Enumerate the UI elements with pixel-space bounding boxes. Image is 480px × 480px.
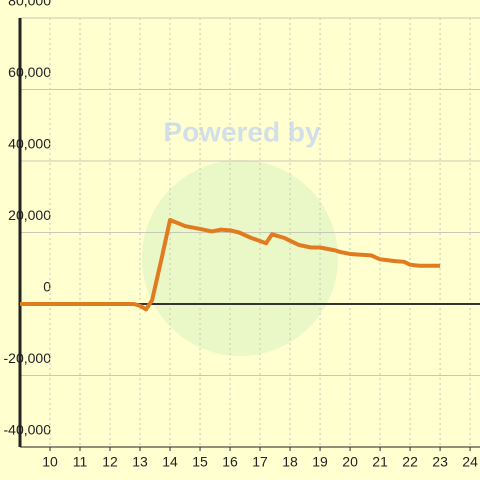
x-tick-label: 15 — [192, 454, 208, 470]
y-tick-label: 0 — [43, 279, 51, 295]
y-tick-label: 80,000 — [8, 0, 51, 9]
y-tick-label: 40,000 — [8, 136, 51, 152]
x-tick-label: 14 — [162, 454, 178, 470]
x-tick-label: 12 — [102, 454, 118, 470]
x-tick-label: 24 — [462, 454, 478, 470]
watermark: Powered by — [163, 116, 321, 147]
x-tick-label: 23 — [432, 454, 448, 470]
x-tick-label: 22 — [402, 454, 418, 470]
x-tick-label: 21 — [372, 454, 388, 470]
x-tick-label: 17 — [252, 454, 268, 470]
x-tick-label: 10 — [42, 454, 58, 470]
x-tick-label: 18 — [282, 454, 298, 470]
x-tick-label: 11 — [73, 454, 88, 470]
y-tick-label: 60,000 — [8, 64, 51, 80]
watermark-circle — [142, 160, 338, 356]
y-tick-label: -20,000 — [4, 350, 52, 366]
x-tick-label: 13 — [132, 454, 148, 470]
x-tick-label: 19 — [312, 454, 328, 470]
y-tick-label: 20,000 — [8, 207, 51, 223]
y-tick-label: -40,000 — [4, 422, 52, 438]
x-tick-label: 16 — [222, 454, 238, 470]
data-line — [20, 217, 441, 312]
x-tick-label: 20 — [342, 454, 358, 470]
